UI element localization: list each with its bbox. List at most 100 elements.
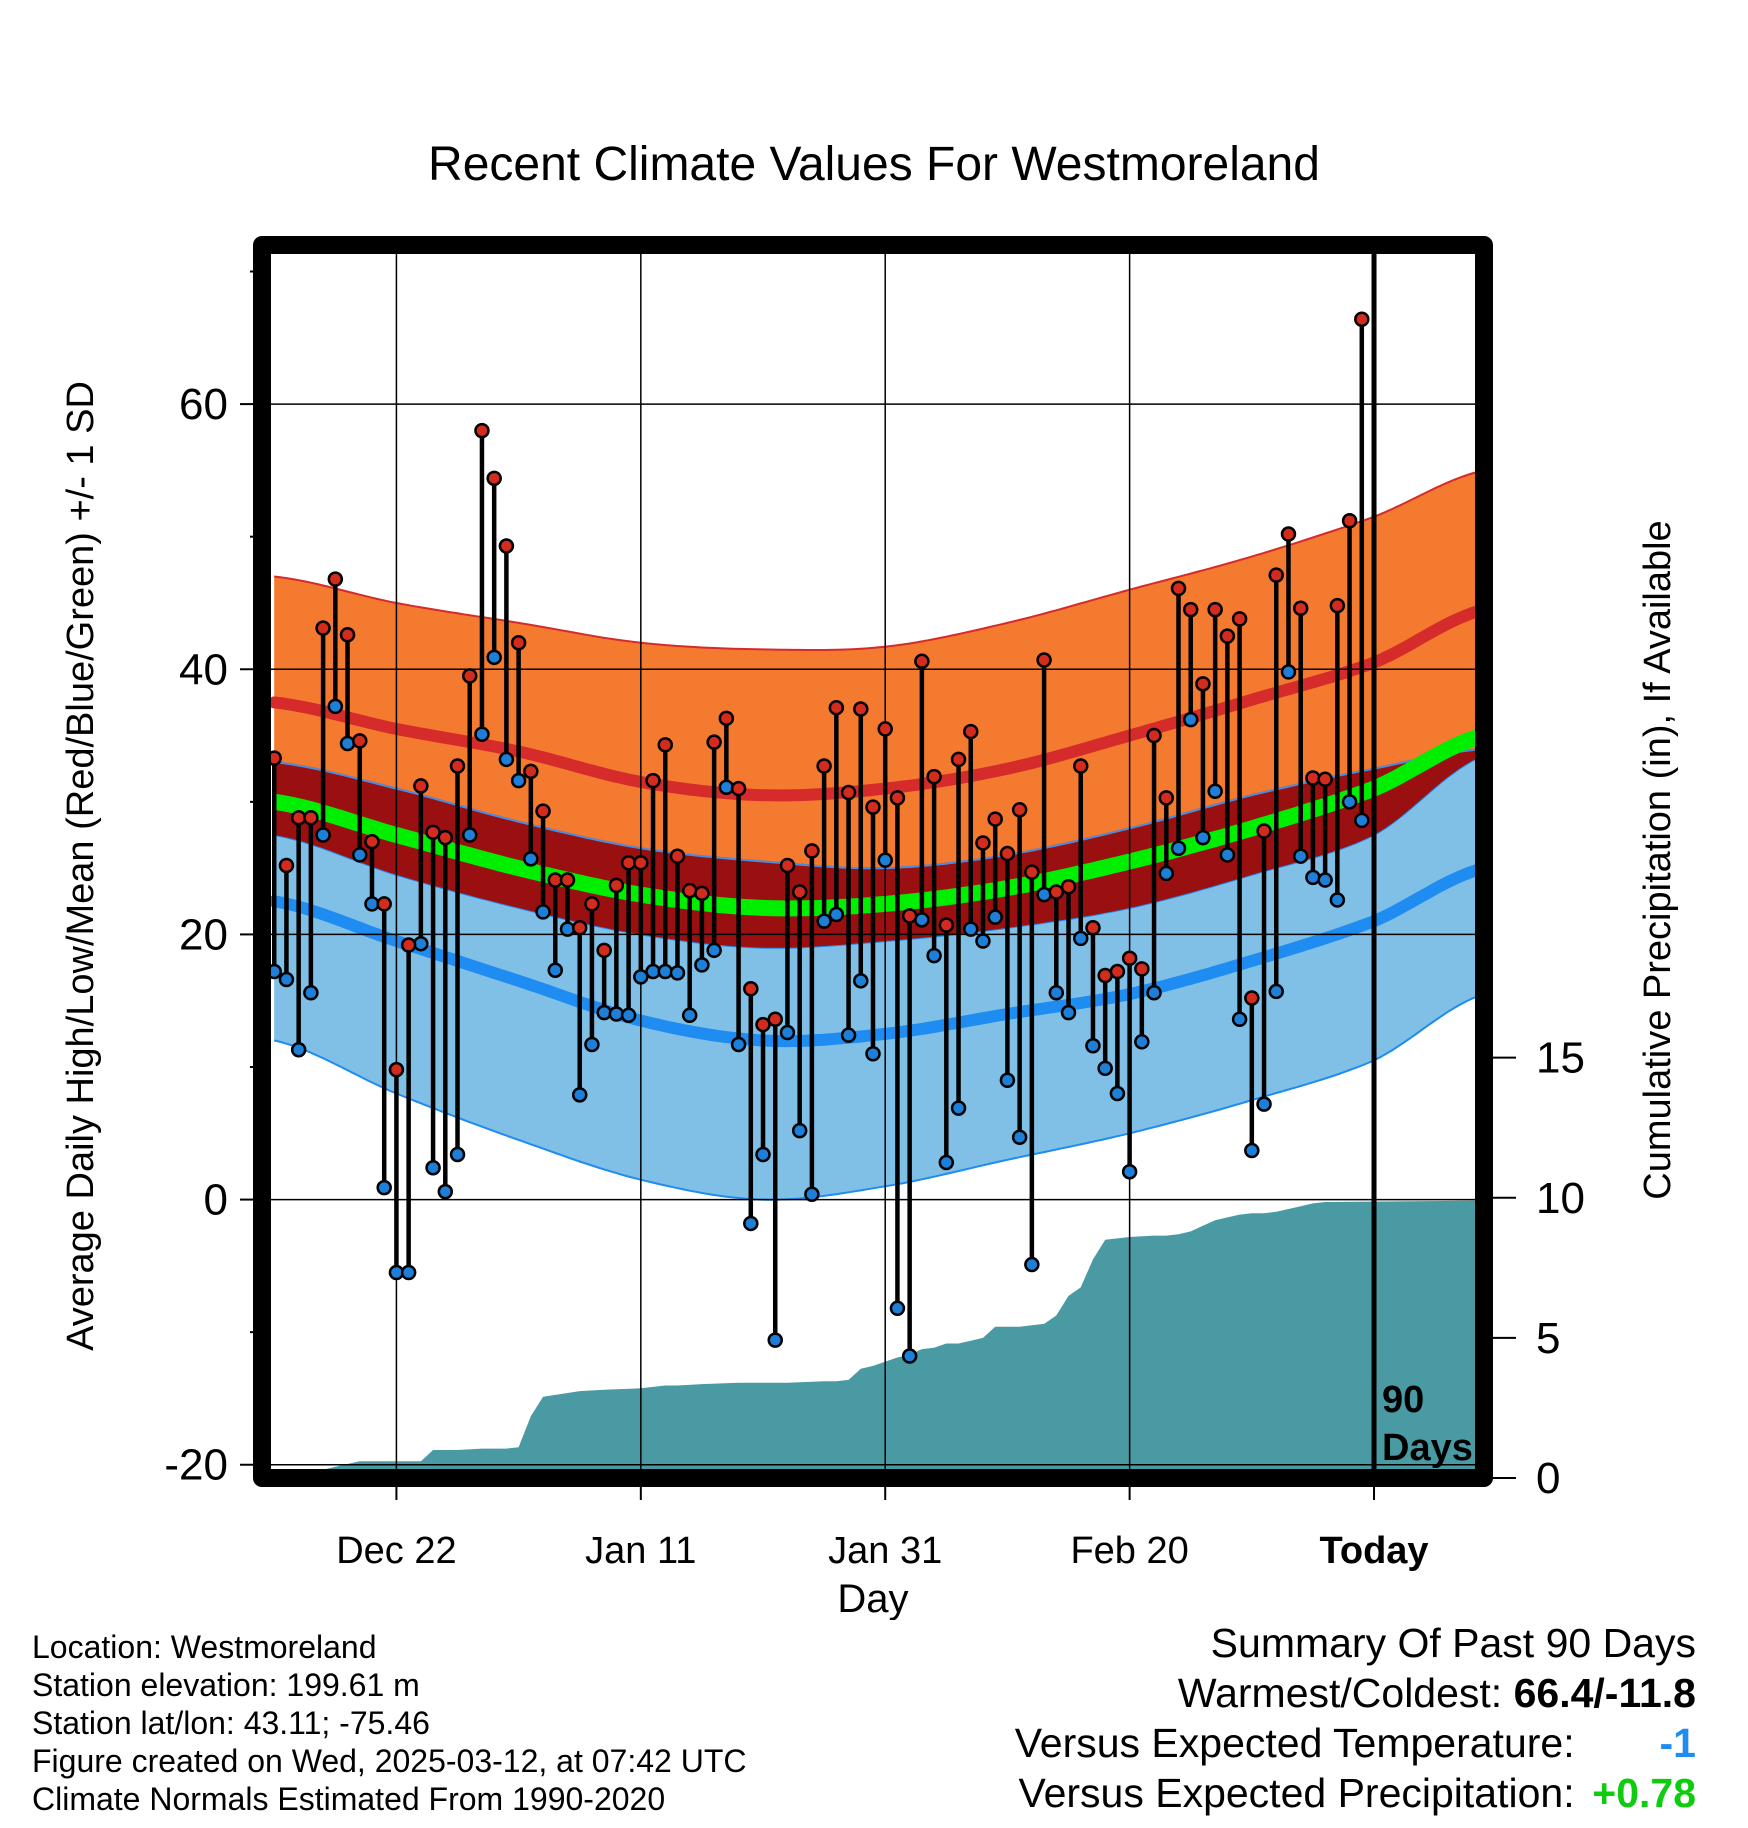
daily-low-point (400, 1264, 417, 1281)
precip-area (274, 1200, 1484, 1478)
y2-tick-label: 15 (1536, 1034, 1585, 1083)
daily-low-point (352, 847, 368, 863)
daily-low-point (1341, 794, 1358, 810)
daily-low-point (853, 973, 869, 989)
daily-low-point (718, 779, 735, 796)
daily-high-point (376, 896, 392, 912)
daily-low-point (865, 1045, 881, 1062)
daily-high-point (694, 885, 710, 902)
daily-high-point (1072, 758, 1089, 774)
daily-high-point (1085, 920, 1101, 936)
daily-low-point (1317, 872, 1333, 888)
temp-anomaly-value: -1 (1659, 1720, 1696, 1766)
daily-high-point (364, 833, 380, 850)
daily-high-point (743, 981, 759, 997)
daily-high-point (987, 811, 1003, 827)
daily-low-point (657, 963, 674, 980)
x-tick-label: Today (1319, 1530, 1428, 1572)
y-tick-label: 40 (179, 645, 228, 694)
daily-low-point (425, 1160, 441, 1176)
daily-high-point (853, 701, 869, 717)
normal-mean-line (273, 727, 1484, 917)
daily-low-point (963, 921, 979, 937)
daily-low-point (376, 1179, 392, 1196)
daily-high-point (1109, 963, 1126, 980)
daily-low-point (877, 852, 893, 868)
daily-high-point (559, 872, 576, 888)
daily-low-point (339, 735, 356, 752)
daily-high-point (681, 882, 698, 899)
summary-panel: Summary Of Past 90 Days Warmest/Coldest:… (1015, 1618, 1696, 1818)
daily-high-point (510, 634, 527, 651)
precip-anomaly-value: +0.78 (1592, 1770, 1696, 1816)
warm-cold-row: Warmest/Coldest: 66.4/-11.8 (1015, 1668, 1696, 1718)
daily-high-point (1268, 567, 1285, 583)
warm-cold-label: Warmest/Coldest: (1177, 1670, 1503, 1716)
daily-high-point (1060, 878, 1077, 895)
daily-low-point (950, 1100, 967, 1116)
daily-low-point (938, 1154, 955, 1171)
daily-high-point (975, 835, 991, 851)
daily-low-point (1231, 1011, 1248, 1028)
warm-cold-value: 66.4/-11.8 (1513, 1670, 1696, 1716)
daily-high-point (1024, 864, 1040, 880)
mean-sd-band (274, 748, 1484, 948)
daily-high-point (1011, 802, 1028, 818)
daily-high-point (523, 763, 539, 780)
daily-low-point (620, 1007, 637, 1024)
daily-low-point (608, 1006, 625, 1022)
created-text: Figure created on Wed, 2025-03-12, at 07… (32, 1743, 747, 1779)
daily-low-point (1292, 848, 1309, 864)
y-tick-label: -20 (164, 1441, 228, 1490)
daily-low-point (437, 1183, 454, 1200)
daily-high-point (388, 1061, 405, 1078)
daily-high-point (425, 824, 441, 841)
daily-low-point (1305, 869, 1321, 886)
daily-high-point (327, 571, 344, 587)
daily-high-point (938, 917, 955, 933)
daily-low-point (755, 1146, 771, 1163)
daily-low-point (730, 1036, 747, 1053)
daily-high-point (1280, 526, 1297, 542)
daily-high-point (767, 1011, 783, 1028)
daily-high-point (1207, 601, 1223, 618)
daily-low-point (510, 772, 527, 789)
daily-low-point (547, 962, 564, 978)
daily-low-point (1158, 865, 1175, 882)
daily-low-point (1048, 985, 1065, 1001)
temp-anomaly-row: Versus Expected Temperature: -1 (1015, 1718, 1696, 1768)
daily-low-point (327, 698, 344, 715)
daily-low-point (889, 1300, 906, 1317)
precip-anomaly-label: Versus Expected Precipitation: (1018, 1770, 1575, 1816)
axes: -20 0 20 40 60 0 5 10 15 Dec 22 Jan 11 Jan 31 Feb 20… (164, 236, 1585, 1572)
daily-low-point (1256, 1096, 1272, 1112)
plot-frame (253, 236, 1493, 1487)
precip-anomaly-row: Versus Expected Precipitation: +0.78 (1015, 1768, 1697, 1818)
daily-low-point (1024, 1256, 1040, 1273)
daily-low-point (1146, 985, 1162, 1001)
y-tick-label: 60 (179, 380, 228, 429)
daily-high-point (999, 845, 1016, 862)
daily-low-point (1244, 1142, 1260, 1159)
daily-high-point (449, 758, 466, 774)
daily-high-point (1317, 771, 1333, 788)
location-text: Location: Westmoreland (32, 1629, 377, 1665)
daily-high-point (865, 799, 881, 815)
daily-high-point (584, 896, 600, 912)
daily-high-point (535, 803, 551, 819)
daily-low-point (1219, 847, 1236, 863)
daily-low-point (449, 1146, 466, 1163)
daily-high-point (791, 884, 808, 900)
today-marker-label: Days (1382, 1427, 1473, 1469)
daily-high-point (1158, 790, 1175, 806)
daily-low-point (1280, 664, 1297, 680)
daily-high-point (926, 768, 942, 785)
daily-high-point (315, 620, 331, 636)
daily-low-point (828, 906, 845, 923)
daily-high-point (633, 855, 649, 871)
daily-high-point (1305, 770, 1321, 786)
daily-high-point (669, 848, 686, 864)
daily-low-point (694, 957, 710, 973)
y-tick-label: 20 (179, 910, 228, 959)
daily-low-point (840, 1027, 857, 1043)
